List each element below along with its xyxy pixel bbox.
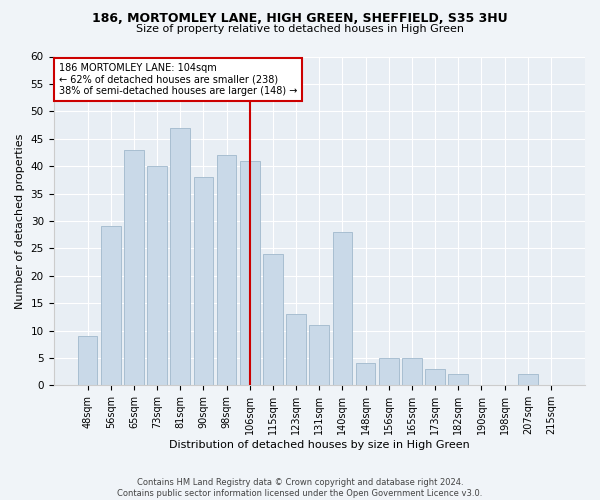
- Bar: [286, 314, 306, 386]
- Bar: [402, 358, 422, 386]
- Text: 186 MORTOMLEY LANE: 104sqm
← 62% of detached houses are smaller (238)
38% of sem: 186 MORTOMLEY LANE: 104sqm ← 62% of deta…: [59, 63, 297, 96]
- Bar: [101, 226, 121, 386]
- Bar: [170, 128, 190, 386]
- Y-axis label: Number of detached properties: Number of detached properties: [15, 133, 25, 308]
- Text: 186, MORTOMLEY LANE, HIGH GREEN, SHEFFIELD, S35 3HU: 186, MORTOMLEY LANE, HIGH GREEN, SHEFFIE…: [92, 12, 508, 26]
- X-axis label: Distribution of detached houses by size in High Green: Distribution of detached houses by size …: [169, 440, 470, 450]
- Bar: [217, 155, 236, 386]
- Bar: [356, 364, 376, 386]
- Bar: [518, 374, 538, 386]
- Bar: [194, 177, 213, 386]
- Text: Contains HM Land Registry data © Crown copyright and database right 2024.
Contai: Contains HM Land Registry data © Crown c…: [118, 478, 482, 498]
- Bar: [332, 232, 352, 386]
- Bar: [77, 336, 97, 386]
- Bar: [379, 358, 398, 386]
- Bar: [448, 374, 468, 386]
- Bar: [263, 254, 283, 386]
- Bar: [147, 166, 167, 386]
- Bar: [310, 325, 329, 386]
- Bar: [124, 150, 144, 386]
- Bar: [425, 369, 445, 386]
- Text: Size of property relative to detached houses in High Green: Size of property relative to detached ho…: [136, 24, 464, 34]
- Bar: [240, 160, 260, 386]
